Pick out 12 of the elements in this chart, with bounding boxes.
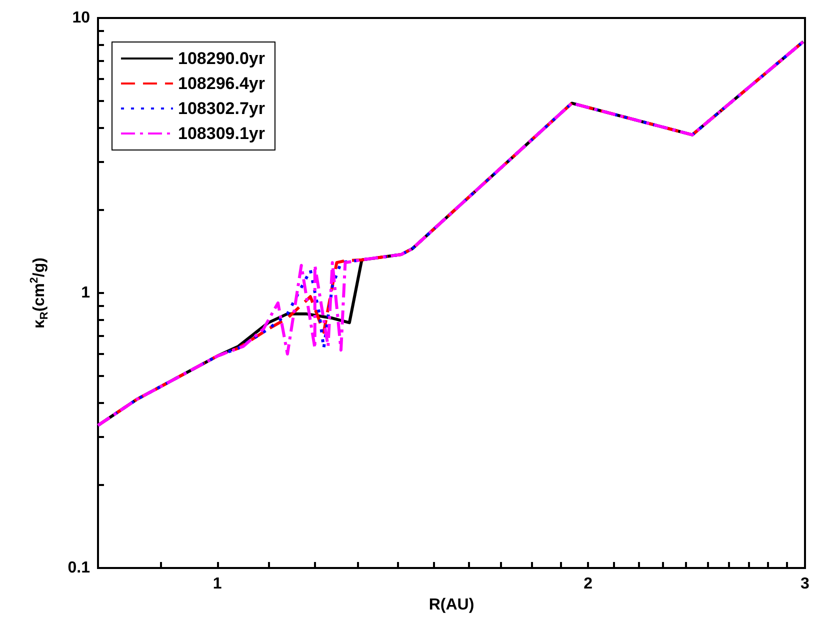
y-tick-label: 10 [72, 10, 90, 26]
x-tick-label: 1 [212, 576, 222, 592]
legend-label: 108290.0yr [178, 49, 266, 68]
x-tick-label: 3 [800, 576, 810, 592]
x-axis-title: R(AU) [428, 596, 474, 614]
x-tick-label: 2 [584, 576, 593, 592]
y-axis-title: κR(cm2/g) [28, 258, 50, 328]
y-tick-label: 0.1 [68, 560, 90, 576]
y-tick-label: 1 [81, 284, 90, 302]
legend-label: 108309.1yr [178, 124, 266, 143]
legend-label: 108296.4yr [178, 74, 266, 93]
legend-label: 108302.7yr [178, 99, 266, 118]
